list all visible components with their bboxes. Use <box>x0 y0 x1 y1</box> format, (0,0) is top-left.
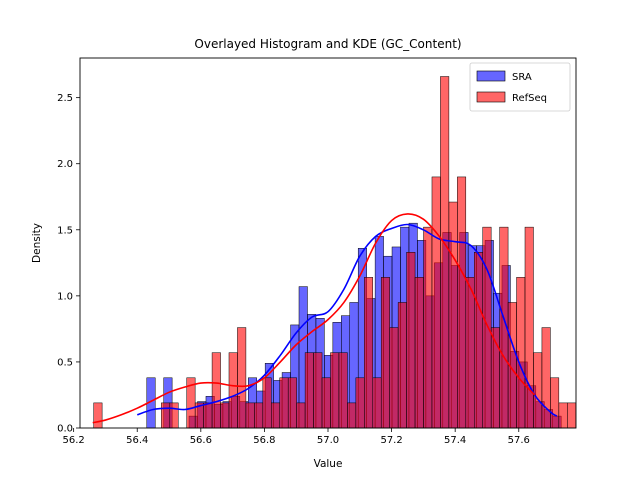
refseq-bar <box>440 76 450 429</box>
refseq-bar <box>245 402 255 429</box>
x-axis-label: Value <box>314 458 343 470</box>
refseq-kde-line <box>92 213 536 424</box>
refseq-bar <box>220 402 230 429</box>
y-tick-label: 0.5 <box>57 357 73 368</box>
refseq-bar <box>541 327 551 429</box>
x-tick-label: 56.6 <box>190 435 212 446</box>
refseq-bar <box>211 352 221 429</box>
refseq-bar <box>161 402 171 429</box>
refseq-bar <box>338 352 348 429</box>
refseq-bar <box>567 402 576 429</box>
refseq-bar <box>423 226 433 429</box>
sra-kde-line <box>136 223 558 417</box>
y-axis-label: Density <box>31 223 43 263</box>
refseq-bar <box>448 201 458 429</box>
y-tick-label: 0.0 <box>57 424 73 435</box>
refseq-bar <box>271 402 280 429</box>
y-axis-ticks: 0.0 0.5 1.0 1.5 2.0 2.5 <box>57 93 80 435</box>
refseq-bar <box>169 402 179 429</box>
y-tick-label: 1.5 <box>57 225 73 236</box>
refseq-bar <box>474 252 483 429</box>
kde-layer <box>92 213 558 424</box>
refseq-bar <box>397 302 407 429</box>
refseq-bar <box>550 377 560 429</box>
refseq-bar <box>296 402 306 429</box>
refseq-bar <box>347 402 357 429</box>
refseq-bar <box>330 352 340 429</box>
y-tick-label: 2.5 <box>57 93 73 104</box>
refseq-bar <box>431 176 441 429</box>
x-tick-label: 57.2 <box>380 435 402 446</box>
refseq-bar <box>262 377 272 429</box>
x-tick-label: 56.8 <box>253 435 275 446</box>
refseq-bar <box>516 277 526 429</box>
refseq-bar <box>482 226 492 429</box>
refseq-bar <box>254 402 264 429</box>
refseq-bar <box>304 352 314 429</box>
refseq-bar <box>524 226 534 429</box>
refseq-bar <box>228 352 238 429</box>
refseq-bar <box>406 252 416 429</box>
refseq-bar <box>279 377 289 429</box>
legend: SRA RefSeq <box>469 62 571 112</box>
chart-title: Overlayed Histogram and KDE (GC_Content) <box>194 37 461 51</box>
refseq-bar <box>364 277 374 429</box>
legend-swatch-sra <box>476 70 506 82</box>
refseq-bar <box>321 377 331 429</box>
refseq-bar <box>533 352 543 429</box>
legend-swatch-refseq <box>476 91 506 103</box>
x-tick-label: 57.0 <box>317 435 339 446</box>
refseq-bar <box>372 377 382 429</box>
legend-label-sra: SRA <box>512 72 532 83</box>
refseq-bar <box>414 277 424 429</box>
refseq-bar <box>558 402 568 429</box>
refseq-bar <box>287 377 297 429</box>
refseq-bar <box>465 277 475 429</box>
y-tick-label: 1.0 <box>57 291 73 302</box>
x-tick-label: 56.2 <box>63 435 85 446</box>
legend-label-refseq: RefSeq <box>512 93 547 104</box>
refseq-bar <box>313 352 323 429</box>
refseq-bar <box>93 402 103 429</box>
refseq-bar <box>237 327 247 429</box>
x-tick-label: 57.6 <box>508 435 530 446</box>
refseq-bar <box>380 277 390 429</box>
refseq-bar <box>457 176 467 429</box>
x-tick-label: 57.4 <box>444 435 466 446</box>
y-tick-label: 2.0 <box>57 159 73 170</box>
refseq-bar <box>355 377 365 429</box>
refseq-bar <box>389 327 399 429</box>
x-axis-ticks: 56.2 56.4 56.6 56.8 57.0 57.2 57.4 57.6 <box>63 428 530 446</box>
refseq-bar <box>203 402 213 429</box>
x-tick-label: 56.4 <box>126 435 148 446</box>
